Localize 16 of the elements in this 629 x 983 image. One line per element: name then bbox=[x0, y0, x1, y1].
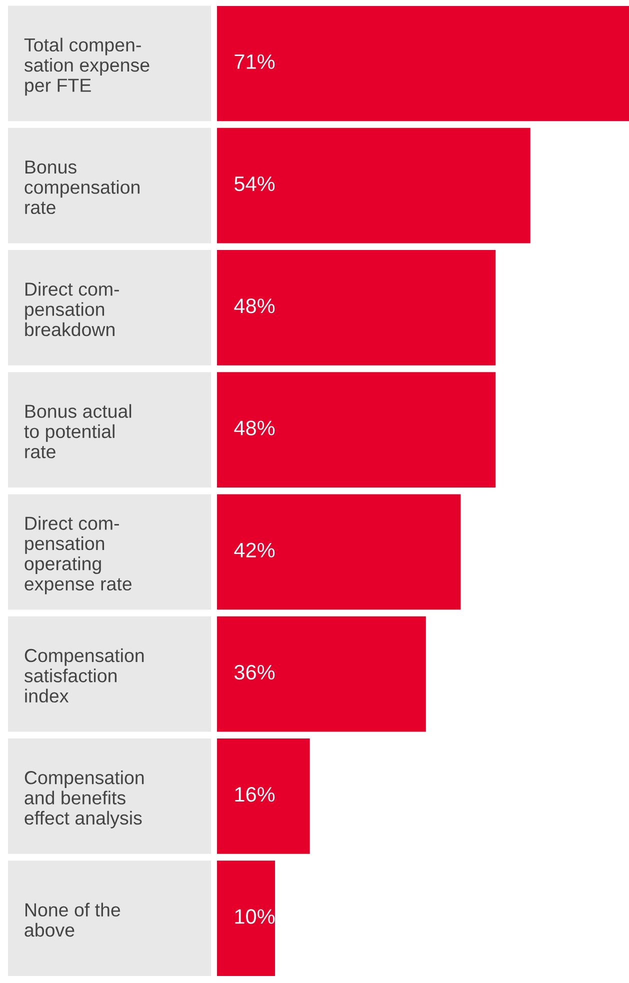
data-label: 36% bbox=[234, 664, 275, 680]
data-label: 48% bbox=[234, 420, 275, 436]
y-tick-label: Bonus actual to potential rate bbox=[24, 404, 132, 458]
data-label: 54% bbox=[234, 176, 275, 192]
data-label: 42% bbox=[234, 542, 275, 558]
y-tick-label: Compensation and benefits effect analysis bbox=[24, 770, 144, 828]
data-label: 10% bbox=[235, 909, 275, 924]
y-tick-label: Direct com- pensation breakdown bbox=[25, 282, 119, 336]
data-label: 48% bbox=[234, 298, 275, 314]
y-tick-label: Compensation satisfaction index bbox=[24, 648, 144, 703]
data-label: 71% bbox=[234, 54, 275, 69]
y-tick-label: Bonus compensation rate bbox=[24, 160, 140, 214]
y-tick-label: Direct com- pensation operating expense rate bbox=[24, 516, 132, 594]
data-label: 16% bbox=[235, 786, 275, 802]
y-tick-label: Total compen- sation expense per FTE bbox=[24, 38, 150, 96]
y-tick-label: None of the above bbox=[24, 902, 120, 937]
